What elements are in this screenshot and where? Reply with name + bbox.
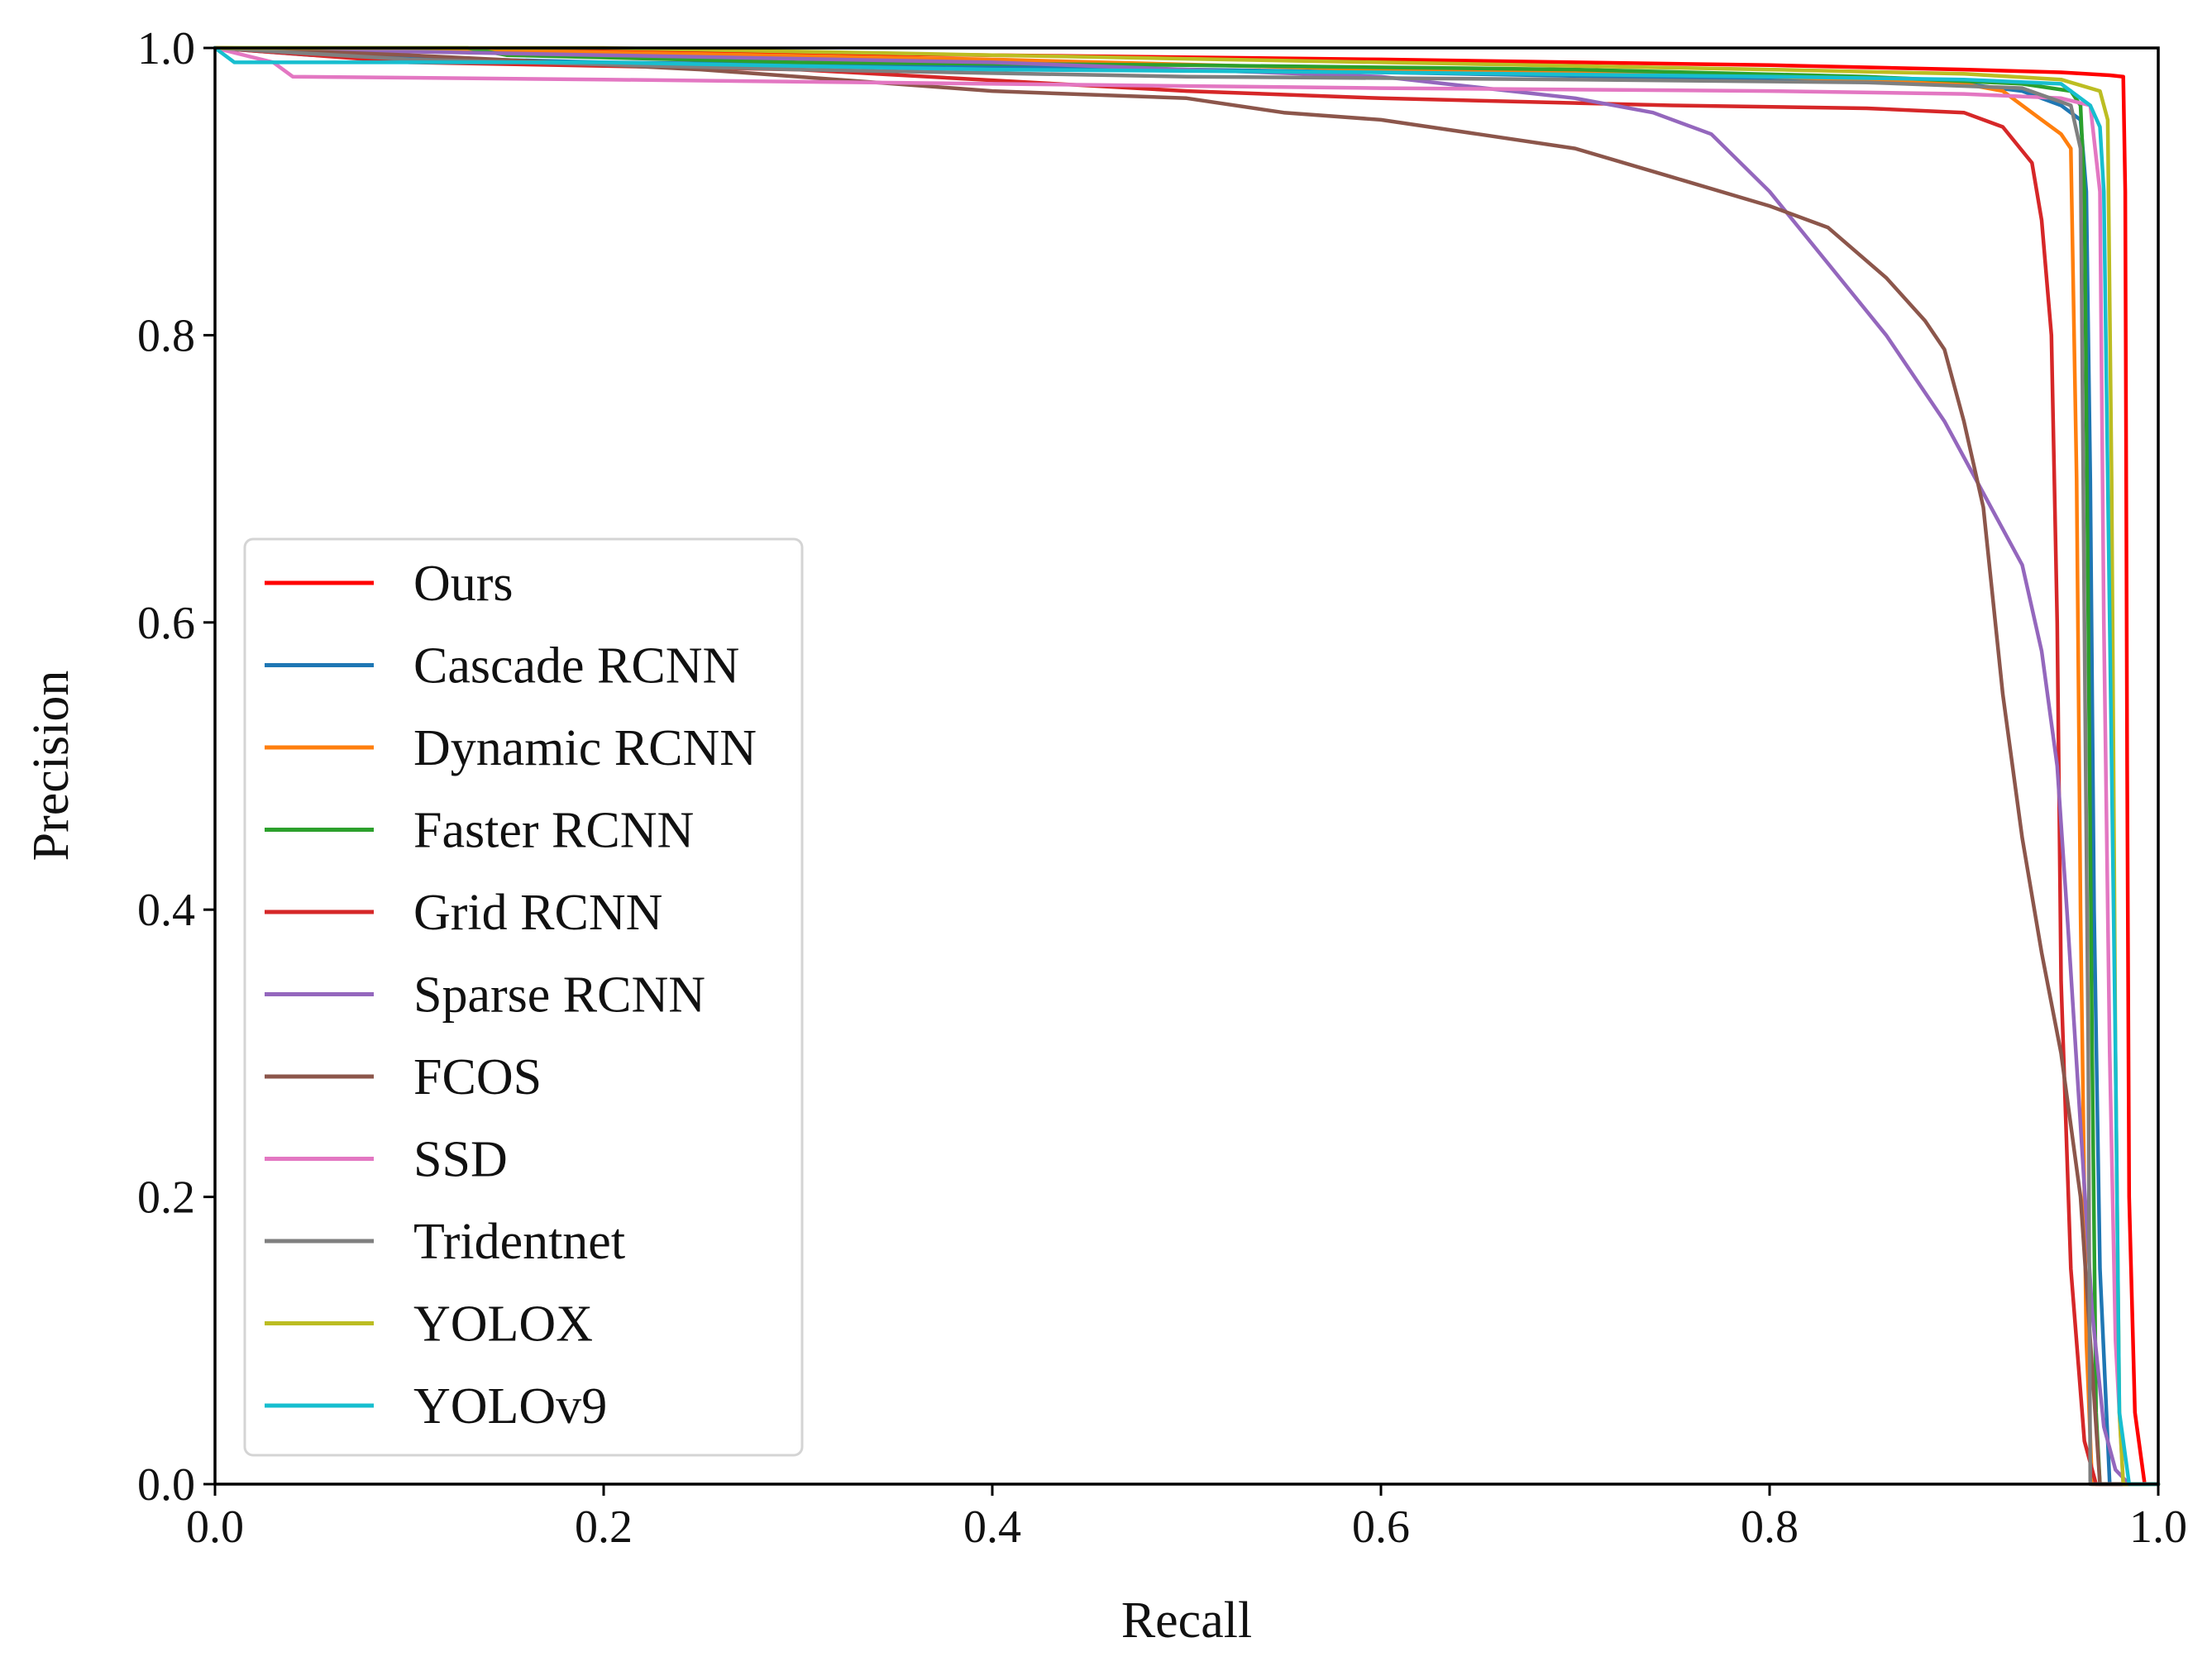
legend-label: Grid RCNN <box>413 885 662 941</box>
y-axis-label: Precision <box>23 671 79 862</box>
legend-frame <box>243 537 804 1457</box>
y-tick-label: 0.8 <box>137 310 195 361</box>
y-tick-label: 1.0 <box>137 23 195 74</box>
y-tick-label: 0.0 <box>137 1459 195 1511</box>
series-line-grid-rcnn <box>213 45 2161 1487</box>
legend-label: Sparse RCNN <box>413 967 705 1024</box>
legend-item: Tridentnet <box>265 1214 625 1270</box>
legend-item: Dynamic RCNN <box>265 720 757 776</box>
legend-label: SSD <box>413 1132 508 1188</box>
legend-item: Grid RCNN <box>265 885 662 941</box>
legend-item: Faster RCNN <box>265 803 694 859</box>
x-axis-label: Recall <box>1121 1592 1252 1649</box>
series-line-fcos <box>213 45 2161 1487</box>
series-line-faster-rcnn <box>213 45 2161 1487</box>
x-tick-label: 0.6 <box>1352 1502 1410 1553</box>
legend: Ours Cascade RCNN Dynamic RCNN Faster RCNN G… <box>243 537 804 1457</box>
y-tick-label: 0.6 <box>137 598 195 649</box>
legend-item: Cascade RCNN <box>265 638 739 695</box>
series-line-sparse-rcnn <box>213 45 2161 1487</box>
x-tick-label: 0.0 <box>186 1502 244 1553</box>
series-line-ssd <box>213 45 2161 1487</box>
legend-label: FCOS <box>413 1049 542 1105</box>
legend-label: YOLOv9 <box>413 1378 607 1435</box>
series-line-tridentnet <box>213 45 2161 1487</box>
axis-ticks: 0.0 0.2 0.4 0.6 0.8 1.0 0.0 0.2 0.4 0.6 0.8 1.0 <box>137 23 2187 1553</box>
legend-label: Ours <box>413 556 514 612</box>
legend-items: Ours Cascade RCNN Dynamic RCNN Faster RCNN G… <box>265 556 757 1435</box>
legend-label: YOLOX <box>413 1296 593 1353</box>
y-tick-label: 0.4 <box>137 885 195 936</box>
legend-label: Tridentnet <box>413 1214 625 1270</box>
legend-item: SSD <box>265 1132 508 1188</box>
x-tick-label: 1.0 <box>2129 1502 2187 1553</box>
legend-item: YOLOv9 <box>265 1378 607 1435</box>
x-tick-label: 0.8 <box>1741 1502 1799 1553</box>
series-line-yolov9 <box>213 45 2161 1487</box>
plot-frame <box>213 46 2160 1486</box>
series-layer <box>213 45 2161 1487</box>
legend-item: Sparse RCNN <box>265 967 705 1024</box>
legend-item: Ours <box>265 556 514 612</box>
x-tick-label: 0.2 <box>575 1502 633 1553</box>
y-tick-label: 0.2 <box>137 1172 195 1224</box>
legend-label: Faster RCNN <box>413 803 694 859</box>
legend-item: FCOS <box>265 1049 542 1105</box>
legend-label: Cascade RCNN <box>413 638 739 695</box>
legend-item: YOLOX <box>265 1296 593 1353</box>
legend-label: Dynamic RCNN <box>413 720 757 776</box>
x-tick-label: 0.4 <box>963 1502 1021 1553</box>
